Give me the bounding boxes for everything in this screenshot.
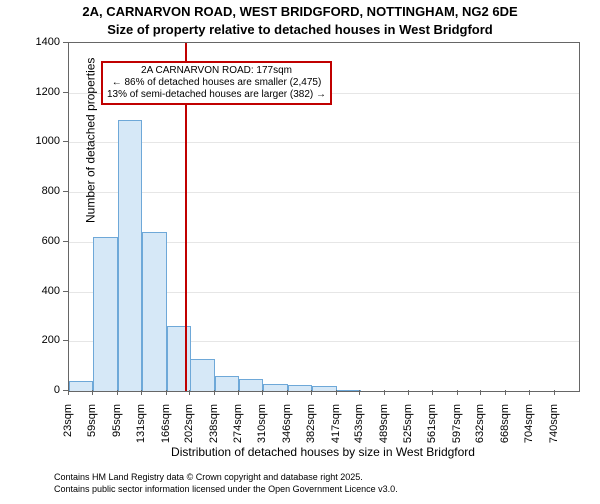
- ytick-mark: [63, 241, 68, 242]
- ytick-label: 200: [0, 334, 60, 346]
- ytick-mark: [63, 291, 68, 292]
- xtick-mark: [92, 390, 93, 395]
- xtick-mark: [214, 390, 215, 395]
- gridline: [69, 192, 579, 193]
- chart-title-line2: Size of property relative to detached ho…: [0, 22, 600, 37]
- ytick-mark: [63, 191, 68, 192]
- histogram-bar: [215, 376, 239, 391]
- histogram-bar: [118, 120, 142, 391]
- xtick-mark: [238, 390, 239, 395]
- ytick-label: 1400: [0, 36, 60, 48]
- histogram-bar: [337, 390, 361, 391]
- ytick-mark: [63, 340, 68, 341]
- xtick-mark: [359, 390, 360, 395]
- xtick-mark: [457, 390, 458, 395]
- chart-title-line1: 2A, CARNARVON ROAD, WEST BRIDGFORD, NOTT…: [0, 4, 600, 19]
- xtick-mark: [262, 390, 263, 395]
- x-axis-label: Distribution of detached houses by size …: [68, 445, 578, 459]
- ytick-label: 600: [0, 235, 60, 247]
- plot-area: 2A CARNARVON ROAD: 177sqm← 86% of detach…: [68, 42, 580, 392]
- xtick-mark: [68, 390, 69, 395]
- footer-line2: Contains public sector information licen…: [54, 484, 398, 494]
- xtick-mark: [287, 390, 288, 395]
- annotation-line3: 13% of semi-detached houses are larger (…: [107, 89, 326, 101]
- xtick-mark: [311, 390, 312, 395]
- xtick-mark: [480, 390, 481, 395]
- xtick-mark: [189, 390, 190, 395]
- xtick-mark: [408, 390, 409, 395]
- xtick-mark: [117, 390, 118, 395]
- gridline: [69, 142, 579, 143]
- histogram-bar: [263, 384, 287, 391]
- chart-container: 2A, CARNARVON ROAD, WEST BRIDGFORD, NOTT…: [0, 0, 600, 500]
- ytick-label: 1000: [0, 135, 60, 147]
- xtick-mark: [432, 390, 433, 395]
- xtick-mark: [166, 390, 167, 395]
- histogram-bar: [190, 359, 214, 391]
- xtick-mark: [336, 390, 337, 395]
- ytick-label: 1200: [0, 86, 60, 98]
- histogram-bar: [69, 381, 93, 391]
- histogram-bar: [93, 237, 117, 391]
- histogram-bar: [142, 232, 166, 391]
- annotation-line2: ← 86% of detached houses are smaller (2,…: [107, 77, 326, 89]
- annotation-line1: 2A CARNARVON ROAD: 177sqm: [107, 65, 326, 77]
- y-axis-label: Number of detached properties: [84, 58, 98, 223]
- ytick-mark: [63, 141, 68, 142]
- xtick-mark: [141, 390, 142, 395]
- histogram-bar: [239, 379, 263, 391]
- xtick-mark: [554, 390, 555, 395]
- xtick-mark: [505, 390, 506, 395]
- xtick-mark: [384, 390, 385, 395]
- xtick-mark: [529, 390, 530, 395]
- ytick-label: 0: [0, 384, 60, 396]
- ytick-mark: [63, 42, 68, 43]
- histogram-bar: [288, 385, 312, 391]
- annotation-box: 2A CARNARVON ROAD: 177sqm← 86% of detach…: [101, 61, 332, 105]
- ytick-label: 800: [0, 185, 60, 197]
- histogram-bar: [312, 386, 336, 391]
- ytick-label: 400: [0, 285, 60, 297]
- ytick-mark: [63, 92, 68, 93]
- footer-line1: Contains HM Land Registry data © Crown c…: [54, 472, 363, 482]
